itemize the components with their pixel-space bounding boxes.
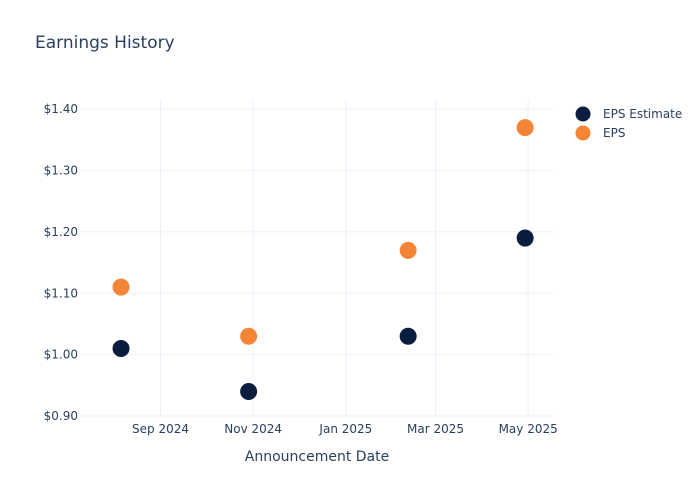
data-point[interactable] [239,381,259,401]
chart-title: Earnings History [35,33,175,53]
y-axis-ticks: $0.90 $1.00 $1.10 $1.20 $1.30 $1.40 [44,102,78,423]
series-eps [111,118,535,346]
data-point[interactable] [515,118,535,138]
x-tick-label: Jan 2025 [318,422,372,436]
grid-lines [80,100,554,417]
x-tick-label: Nov 2024 [224,422,282,436]
data-point[interactable] [111,339,131,359]
x-tick-label: May 2025 [499,422,558,436]
legend: EPS Estimate EPS [574,105,682,142]
legend-item[interactable]: EPS [574,124,625,142]
legend-item[interactable]: EPS Estimate [574,105,682,123]
x-axis-ticks: Sep 2024 Nov 2024 Jan 2025 Mar 2025 May 2025 [132,422,558,436]
legend-marker [574,105,592,123]
series-eps-estimate [111,228,535,401]
y-tick-label: $1.10 [44,286,78,300]
data-point[interactable] [515,228,535,248]
y-tick-label: $1.00 [44,348,78,362]
legend-label: EPS Estimate [603,107,682,121]
x-tick-label: Sep 2024 [132,422,189,436]
data-point[interactable] [398,326,418,346]
y-tick-label: $1.20 [44,225,78,239]
y-tick-label: $0.90 [44,409,78,423]
x-axis-title: Announcement Date [245,449,389,465]
data-point[interactable] [111,277,131,297]
data-points [111,118,535,401]
legend-label: EPS [603,126,625,140]
y-tick-label: $1.40 [44,102,78,116]
data-point[interactable] [398,240,418,260]
legend-marker [574,124,592,142]
data-point[interactable] [239,326,259,346]
y-tick-label: $1.30 [44,164,78,178]
x-tick-label: Mar 2025 [407,422,464,436]
